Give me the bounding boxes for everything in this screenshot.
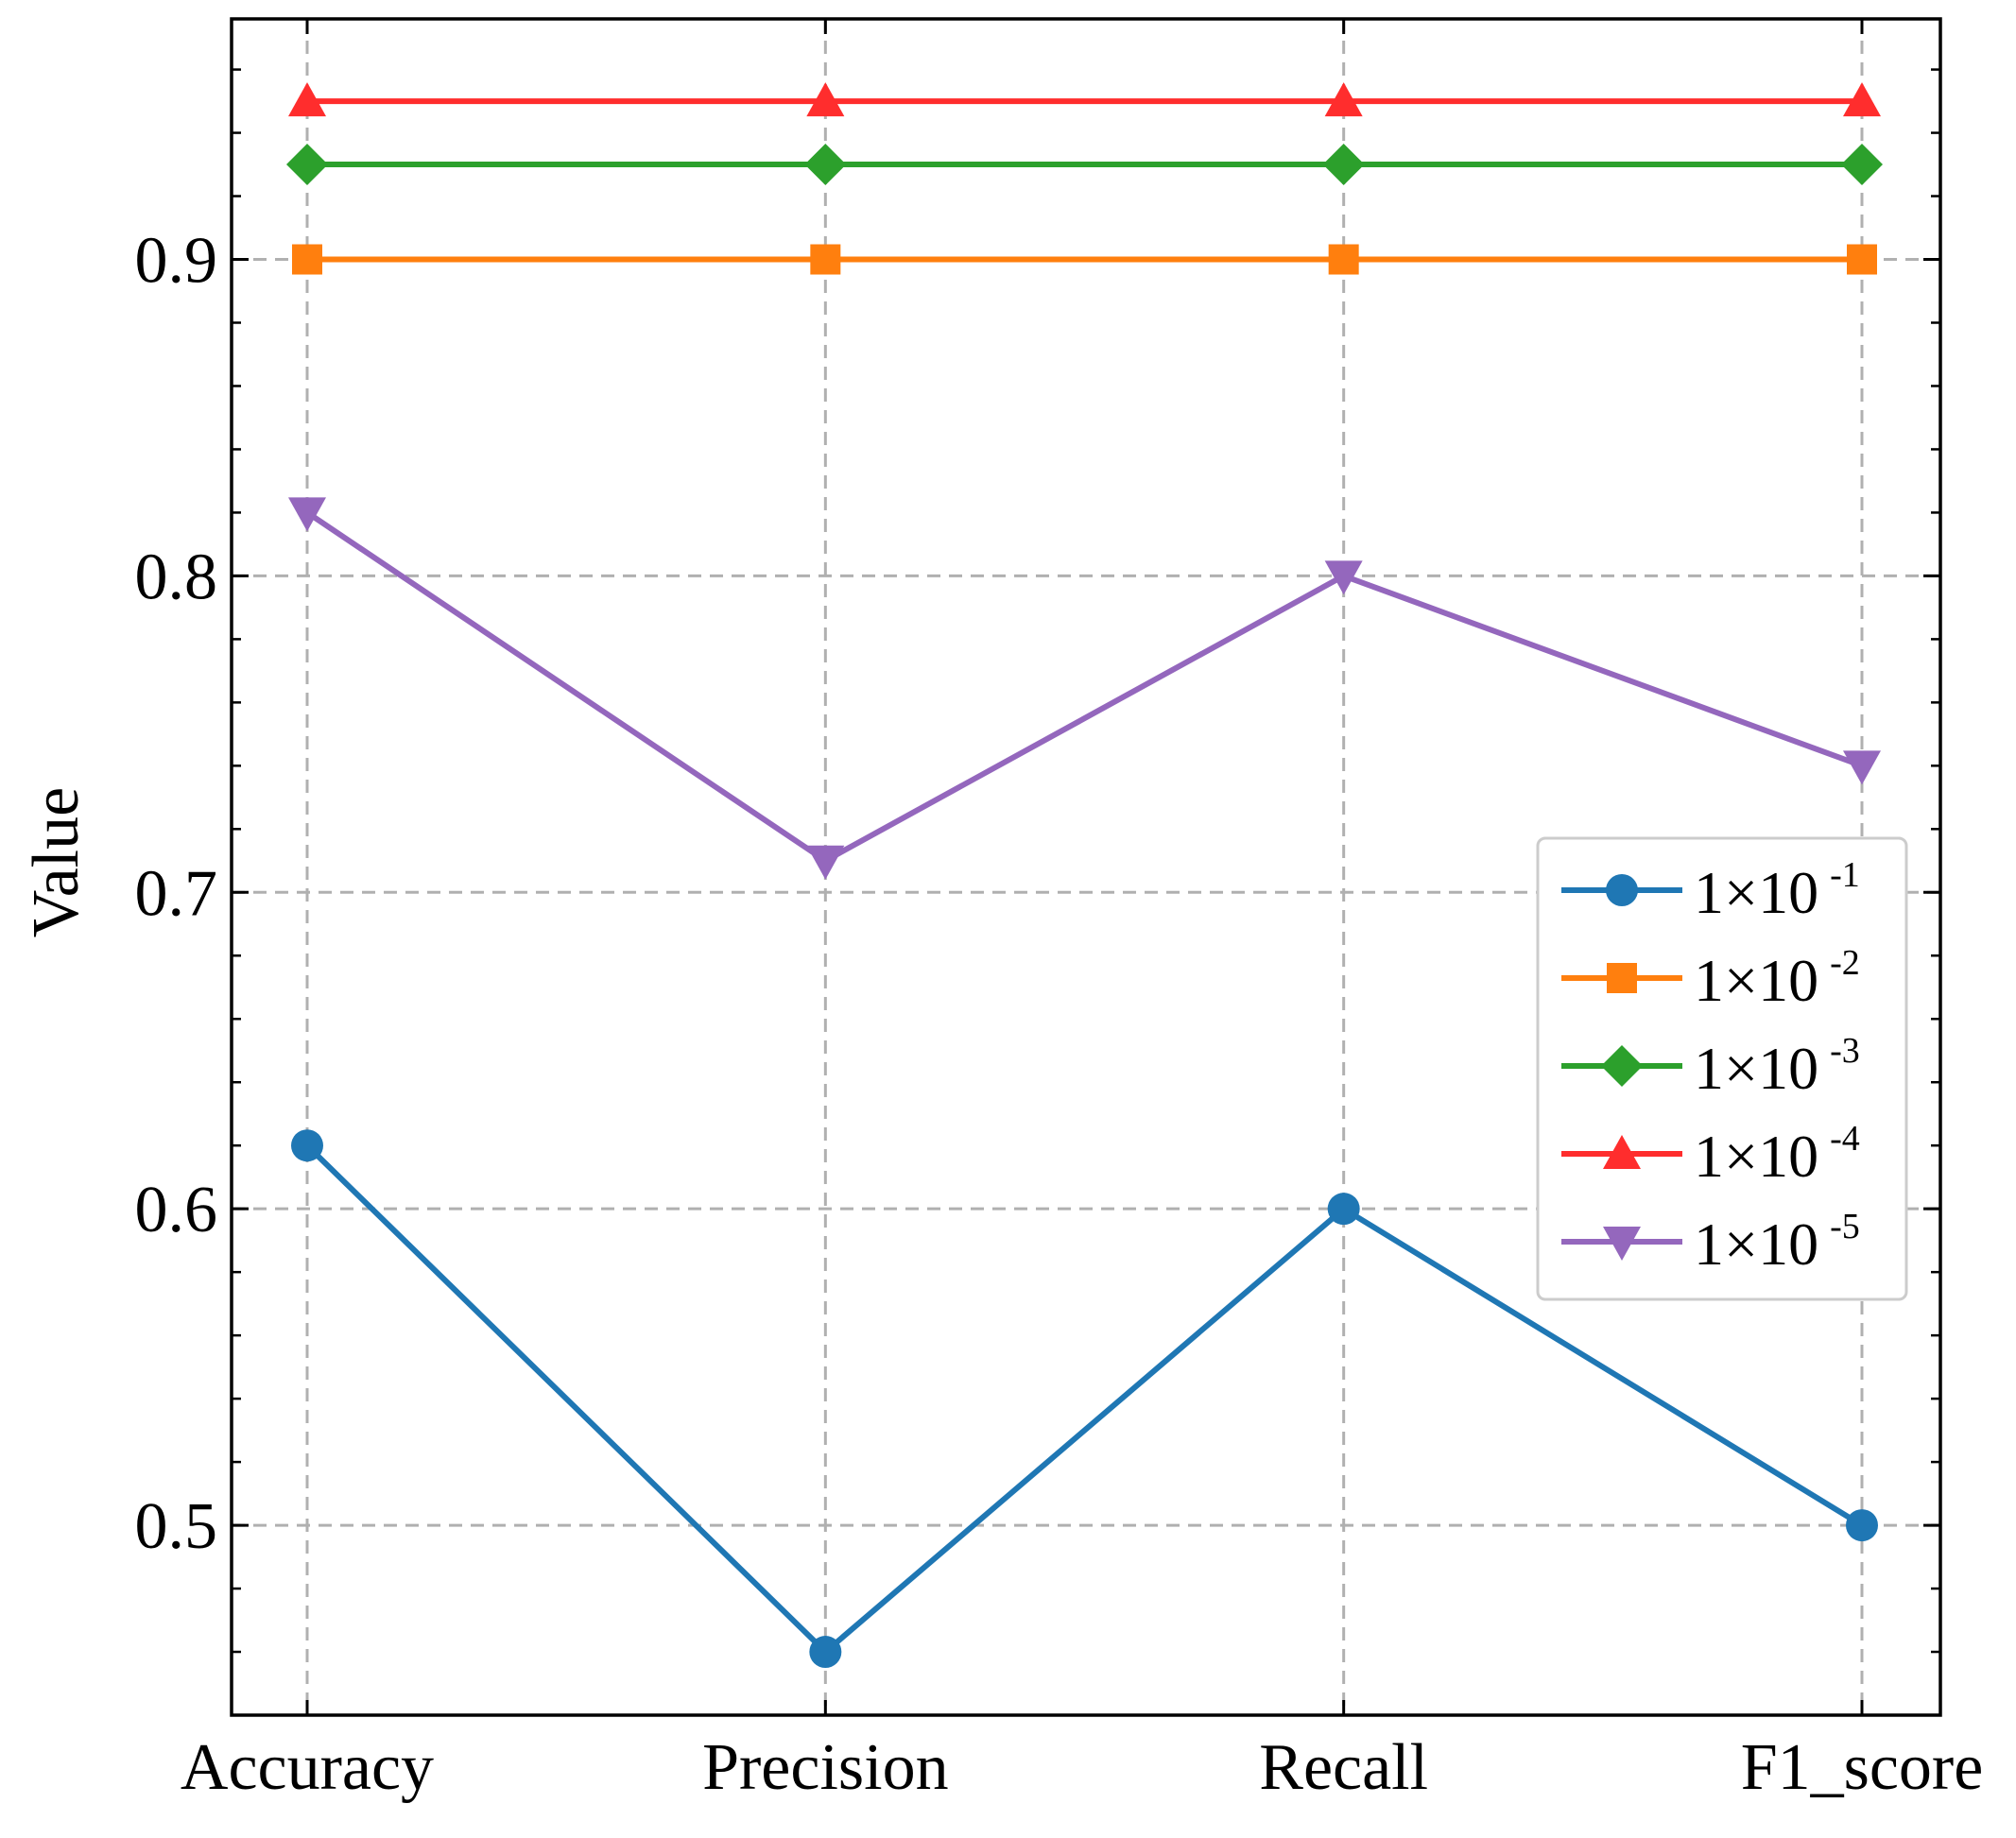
data-point	[1841, 144, 1883, 186]
data-point	[1843, 82, 1881, 117]
series-4	[288, 82, 1881, 117]
legend-marker	[1603, 1135, 1641, 1169]
data-point	[292, 244, 322, 275]
y-axis-title: Value	[20, 787, 93, 937]
x-tick-label: Accuracy	[181, 1731, 434, 1804]
plot-frame	[230, 17, 1942, 1717]
series-layer	[286, 82, 1883, 1669]
data-point	[809, 1636, 842, 1669]
data-point	[288, 497, 326, 532]
legend-marker	[1603, 1227, 1641, 1261]
data-point	[1324, 82, 1363, 117]
y-tick-label: 0.6	[135, 1174, 218, 1246]
data-point	[810, 244, 841, 275]
legend-label: 1×10 -3	[1694, 1031, 1860, 1102]
data-point	[806, 845, 845, 880]
data-point	[291, 1129, 323, 1162]
y-tick-label: 0.8	[135, 541, 218, 613]
legend-marker	[1601, 1045, 1643, 1087]
x-tick-label: F1_score	[1741, 1731, 1984, 1804]
series-1	[291, 1129, 1878, 1669]
legend-label: 1×10 -4	[1694, 1119, 1860, 1190]
legend-box	[1536, 836, 1908, 1301]
legend-item: 1×10 -4	[1561, 1119, 1860, 1190]
legend: 1×10 -1 1×10 -2 1×10 -3 1×10 -4 1×10 -5	[1536, 836, 1908, 1301]
legend-item: 1×10 -3	[1561, 1031, 1860, 1102]
y-tick-label: 0.5	[135, 1490, 218, 1563]
legend-label: 1×10 -1	[1694, 855, 1860, 926]
legend-marker	[1607, 963, 1637, 993]
data-point	[1322, 144, 1365, 186]
data-point	[1843, 750, 1881, 785]
data-point	[1846, 1509, 1878, 1542]
legend-item: 1×10 -5	[1561, 1207, 1860, 1278]
legend-item: 1×10 -1	[1561, 855, 1860, 926]
data-point	[288, 82, 326, 117]
legend-marker	[1606, 874, 1638, 906]
y-tick-label: 0.7	[135, 857, 218, 930]
data-point	[1328, 244, 1359, 275]
legend-label: 1×10 -2	[1694, 943, 1860, 1014]
series-line	[304, 1143, 1864, 1656]
legend-item: 1×10 -2	[1561, 943, 1860, 1014]
x-tick-label: Recall	[1259, 1731, 1428, 1804]
data-point	[286, 144, 328, 186]
y-tick-label: 0.9	[135, 225, 218, 298]
legend-label: 1×10 -5	[1694, 1207, 1860, 1278]
x-tick-label: Precision	[702, 1731, 949, 1804]
series-3	[286, 144, 1883, 186]
data-point	[804, 144, 847, 186]
data-point	[806, 82, 845, 117]
series-5	[288, 497, 1881, 880]
data-point	[1847, 244, 1877, 275]
axes: Accuracy Precision Recall F1_score 0.5 0.6 0.7…	[135, 17, 1984, 1804]
series-line	[305, 509, 1864, 864]
series-2	[292, 244, 1877, 275]
data-point	[1324, 560, 1363, 595]
data-point	[1327, 1193, 1360, 1226]
